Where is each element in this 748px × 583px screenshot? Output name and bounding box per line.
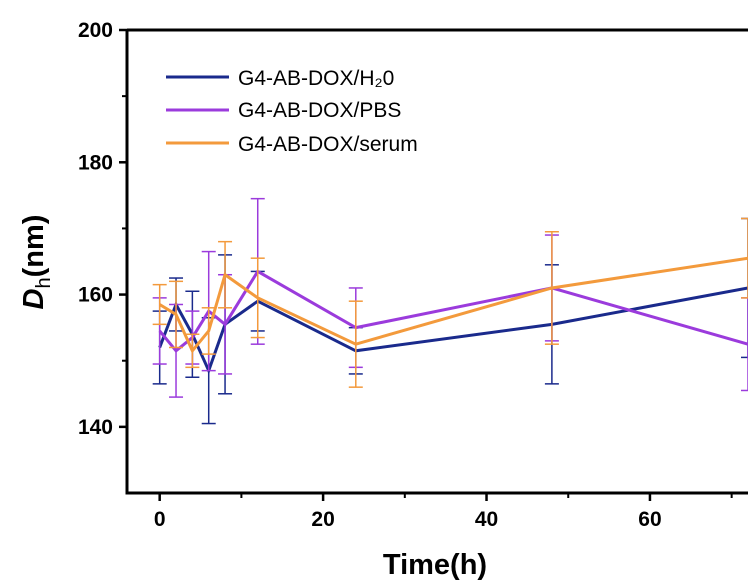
legend: G4-AB-DOX/H₂0 G4-AB-DOX/PBS G4-AB-DOX/se… <box>166 67 418 156</box>
legend-label-h2o: G4-AB-DOX/H₂0 <box>238 67 394 90</box>
series-line <box>158 286 748 375</box>
ticks: 0 20 40 60 140 160 180 200 <box>78 19 733 531</box>
error-bar <box>741 217 748 299</box>
series-0 <box>152 217 748 425</box>
y-axis-title-main: D <box>18 288 50 309</box>
y-tick-label: 140 <box>78 416 113 439</box>
x-axis-title: Time(h) <box>383 549 487 581</box>
series-layer <box>152 197 748 425</box>
y-axis-title-unit: (nm) <box>18 215 50 278</box>
x-tick-label: 60 <box>638 508 661 531</box>
series-2 <box>152 217 748 388</box>
x-tick-label: 20 <box>311 508 334 531</box>
legend-label-serum: G4-AB-DOX/serum <box>238 133 418 156</box>
y-axis-title: Dh(nm) <box>18 215 55 310</box>
legend-label-pbs: G4-AB-DOX/PBS <box>238 99 401 122</box>
y-tick-label: 160 <box>78 284 113 307</box>
axes <box>125 28 748 495</box>
x-tick-label: 40 <box>475 508 498 531</box>
y-tick-label: 180 <box>78 151 113 174</box>
x-tick-label: 0 <box>154 508 166 531</box>
y-axis-title-sub: h <box>33 277 55 288</box>
series-1 <box>152 197 748 398</box>
y-tick-label: 200 <box>78 19 113 42</box>
series-line <box>158 269 748 353</box>
series-line <box>158 256 748 354</box>
